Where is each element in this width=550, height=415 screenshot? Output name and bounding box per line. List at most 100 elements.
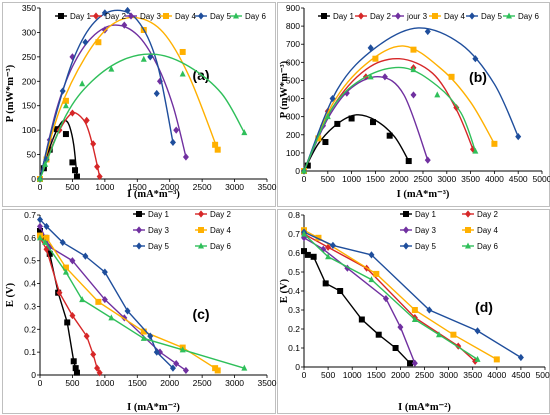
series-fit-curve	[303, 66, 477, 172]
x-tick-label: 1500	[128, 182, 147, 192]
y-tick-label: 0.6	[288, 248, 300, 258]
data-point	[153, 89, 160, 98]
legend-marker	[128, 12, 134, 20]
legend-item: Day 2	[355, 12, 391, 21]
x-tick-label: 1000	[343, 370, 362, 380]
legend-item: Day 4	[462, 226, 498, 235]
series-fit-curve	[303, 114, 410, 172]
data-point	[434, 91, 441, 98]
x-tick-label: 500	[321, 370, 335, 380]
series-1	[301, 114, 412, 174]
x-axis-label: I (mA*m⁻²)	[398, 402, 451, 413]
data-point	[94, 163, 101, 171]
legend-item: Day 4	[160, 12, 196, 21]
data-point	[147, 53, 154, 61]
x-tick-label: 5000	[536, 370, 550, 380]
y-tick-label: 0.2	[24, 324, 36, 334]
data-point	[368, 251, 375, 259]
x-tick-label: 2000	[391, 370, 410, 380]
series-fit-curve	[39, 16, 219, 180]
legend-marker	[198, 227, 204, 233]
y-tick-label: 300	[22, 27, 36, 37]
data-point	[455, 342, 462, 350]
y-tick-label: 200	[22, 76, 36, 86]
y-tick-label: 900	[286, 3, 300, 13]
series-line	[39, 234, 219, 371]
data-point	[42, 160, 49, 167]
legend-label: Day 6	[518, 12, 539, 21]
data-point	[169, 364, 176, 372]
data-point	[43, 222, 50, 231]
series-fit-curve	[303, 27, 519, 172]
series-5	[37, 215, 176, 372]
data-point	[241, 364, 248, 371]
legend-marker	[136, 242, 142, 250]
data-point	[411, 316, 418, 322]
data-point	[214, 367, 221, 374]
y-tick-label: 0.7	[24, 210, 36, 220]
legend-marker	[469, 12, 475, 20]
legend-item: Day 6	[503, 12, 539, 21]
y-tick-label: 0.4	[288, 286, 300, 296]
data-point	[182, 366, 189, 375]
data-point	[82, 38, 89, 46]
data-point	[69, 109, 76, 117]
data-point	[515, 132, 522, 141]
data-point	[90, 350, 97, 359]
data-point	[70, 358, 77, 365]
data-point	[59, 87, 66, 95]
legend-label: Day 3	[148, 226, 169, 235]
y-tick-label: 0.1	[288, 343, 300, 353]
x-tick-label: 2000	[160, 378, 179, 388]
data-point	[301, 248, 307, 255]
data-point	[304, 162, 311, 169]
legend-marker	[321, 13, 327, 19]
y-tick-label: 100	[286, 148, 300, 158]
data-point	[410, 66, 417, 73]
data-point	[169, 138, 176, 146]
data-point	[367, 44, 374, 52]
y-tick-label: 0.5	[24, 256, 36, 266]
legend-item: Day 3	[125, 12, 161, 21]
data-point	[472, 55, 479, 63]
data-point	[322, 280, 329, 287]
data-point	[179, 48, 186, 55]
y-tick-label: 0.2	[288, 324, 300, 334]
data-point	[301, 230, 307, 237]
data-point	[212, 141, 219, 148]
data-point	[46, 146, 53, 153]
data-point	[453, 104, 460, 112]
legend-marker	[358, 12, 364, 20]
data-point	[140, 328, 147, 335]
y-tick-label: 100	[22, 125, 36, 135]
data-point	[493, 356, 500, 363]
data-point	[324, 113, 331, 120]
y-tick-label: 0.1	[24, 347, 36, 357]
legend-item: Day 2	[90, 12, 126, 21]
data-point	[59, 238, 66, 247]
x-tick-label: 5000	[533, 174, 550, 184]
data-point	[72, 365, 79, 372]
x-tick-label: 500	[321, 174, 335, 184]
legend-label: Day 4	[175, 12, 196, 21]
panel-label: (d)	[475, 299, 493, 315]
legend-item: Day 2	[462, 210, 498, 219]
data-point	[72, 167, 79, 174]
data-point	[450, 331, 457, 338]
y-tick-label: 0.4	[24, 279, 36, 289]
data-point	[140, 55, 147, 62]
data-point	[426, 306, 433, 314]
legend-marker	[198, 12, 204, 20]
data-point	[397, 323, 404, 331]
y-tick-label: 400	[286, 94, 300, 104]
legend-item: Day 4	[429, 12, 465, 21]
x-tick-label: 4000	[485, 174, 504, 184]
x-tick-label: 500	[65, 378, 79, 388]
legend-item: Day 5	[195, 12, 231, 21]
x-axis-label: I (mA*m⁻²)	[127, 402, 180, 413]
data-point	[410, 91, 417, 99]
x-axis-label: I (mA*m⁻³)	[397, 189, 450, 200]
data-point	[121, 314, 128, 322]
data-point	[472, 147, 479, 154]
